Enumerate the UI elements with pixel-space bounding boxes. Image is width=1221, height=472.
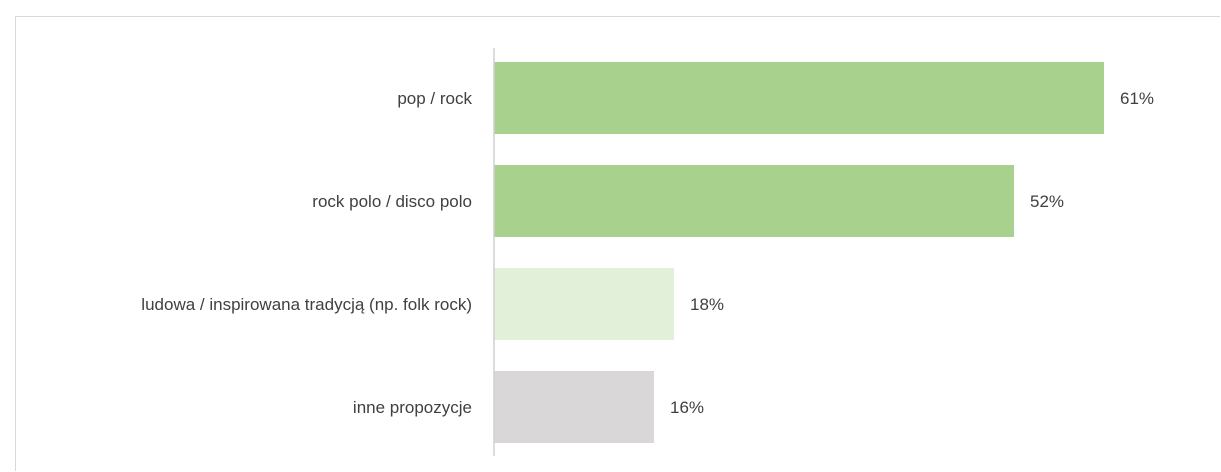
- value-labels-group: 61% 52% 18% 16%: [670, 89, 1154, 417]
- category-label-1: rock polo / disco polo: [312, 192, 472, 211]
- value-label-0: 61%: [1120, 89, 1154, 108]
- category-label-3: inne propozycje: [353, 398, 472, 417]
- category-labels-group: pop / rock rock polo / disco polo ludowa /…: [141, 89, 472, 417]
- bar-1: [494, 165, 1014, 237]
- bars-group: [494, 62, 1104, 443]
- bar-2: [494, 268, 674, 340]
- value-label-3: 16%: [670, 398, 704, 417]
- bar-3: [494, 371, 654, 443]
- value-label-2: 18%: [690, 295, 724, 314]
- bar-0: [494, 62, 1104, 134]
- value-label-1: 52%: [1030, 192, 1064, 211]
- category-label-2: ludowa / inspirowana tradycją (np. folk …: [141, 295, 472, 314]
- category-label-0: pop / rock: [397, 89, 472, 108]
